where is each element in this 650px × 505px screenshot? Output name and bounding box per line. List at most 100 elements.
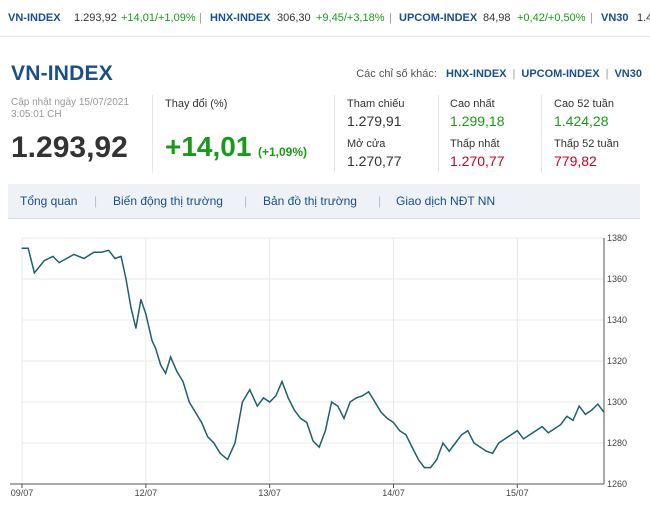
ticker-upcom-name[interactable]: UPCOM-INDEX — [399, 12, 478, 24]
data-point — [213, 442, 215, 444]
data-point — [430, 467, 432, 469]
data-point — [330, 401, 333, 403]
data-point — [281, 380, 283, 383]
data-point — [442, 442, 444, 444]
data-point — [436, 458, 438, 460]
link-upcom-index[interactable]: UPCOM-INDEX — [521, 68, 600, 80]
ticker-vn30-price: 1.4 — [637, 12, 650, 24]
tab-separator: | — [378, 194, 382, 208]
data-point — [467, 430, 469, 432]
data-point — [145, 313, 147, 315]
current-index-value: 1.293,92 — [11, 131, 128, 164]
data-point — [108, 249, 110, 251]
data-point — [529, 434, 531, 436]
divider — [334, 95, 335, 173]
data-point — [130, 307, 132, 309]
data-point — [578, 405, 580, 407]
update-time: 3:05:01 CH — [11, 109, 62, 120]
market-ticker: VN-INDEX 1.293,92 +14,01/+1,09% | HNX-IN… — [0, 0, 650, 37]
update-timestamp: Cập nhật ngày 15/07/2021 3:05:01 CH — [11, 97, 129, 121]
data-point — [597, 403, 599, 405]
tab-bar: Tổng quan | Biến động thị trường | Bản đ… — [8, 184, 640, 219]
data-point — [169, 356, 172, 358]
data-point — [200, 421, 203, 424]
y-tick-label: 1380 — [607, 233, 627, 243]
tab-market-map[interactable]: Bản đồ thị trường — [263, 194, 357, 208]
open-value: 1.270,77 — [347, 153, 402, 169]
chart-grid — [21, 237, 604, 485]
data-point — [405, 434, 407, 436]
x-tick-label: 15/07 — [506, 488, 529, 498]
data-point — [58, 262, 60, 264]
data-point — [510, 434, 512, 436]
divider — [152, 95, 153, 173]
x-axis: 09/07 12/07 13/07 14/07 15/07 — [10, 483, 604, 498]
tab-foreign-trading[interactable]: Giao dịch NĐT NN — [396, 194, 496, 208]
y-axis: 1260 1280 1300 1320 1340 1360 1380 — [603, 233, 627, 489]
data-point — [460, 434, 463, 436]
ticker-hnxindex-price: 306,30 — [277, 12, 311, 24]
other-indices-nav: Các chỉ số khác: HNX-INDEX | UPCOM-INDEX | V… — [356, 68, 642, 80]
data-point — [423, 467, 426, 469]
tab-separator: | — [244, 194, 248, 208]
page-title: VN-INDEX — [11, 62, 113, 85]
ticker-vn30-name[interactable]: VN30 — [601, 12, 629, 24]
y-tick-label: 1260 — [607, 479, 627, 489]
data-point — [535, 430, 537, 432]
data-point — [454, 442, 457, 444]
x-tick-label: 09/07 — [11, 488, 34, 498]
ticker-vnindex-price: 1.293,92 — [74, 12, 117, 24]
low-52w-label: Thấp 52 tuần — [554, 138, 619, 150]
data-point — [135, 327, 137, 329]
data-point — [65, 257, 68, 260]
data-point — [473, 442, 475, 444]
data-point — [516, 430, 518, 432]
data-point — [355, 397, 357, 399]
data-point — [485, 450, 487, 452]
tab-market-movement[interactable]: Biến động thị trường — [113, 194, 223, 208]
data-point — [275, 395, 277, 397]
link-hnx-index[interactable]: HNX-INDEX — [446, 68, 507, 80]
data-point — [411, 446, 413, 448]
data-point — [392, 421, 395, 424]
data-point — [337, 405, 339, 407]
index-line-chart: 1260 1280 1300 1320 1340 1360 1380 09/07 12/07 1… — [10, 233, 627, 498]
data-point — [572, 419, 574, 422]
ticker-upcom-change: +0,42/+0,50% — [517, 12, 586, 24]
data-point — [52, 255, 54, 258]
data-point — [380, 411, 382, 413]
x-tick-label: 13/07 — [258, 488, 281, 498]
link-vn30[interactable]: VN30 — [614, 68, 642, 80]
ticker-separator: | — [389, 12, 392, 24]
link-separator: | — [605, 68, 609, 80]
data-point — [368, 391, 370, 393]
reference-value: 1.279,91 — [347, 113, 402, 129]
data-point — [479, 446, 481, 448]
data-point — [33, 272, 35, 274]
data-point — [541, 426, 543, 428]
data-point — [591, 409, 593, 411]
update-date: Cập nhật ngày 15/07/2021 — [11, 97, 129, 108]
high-52w-label: Cao 52 tuần — [554, 98, 614, 110]
data-point — [300, 417, 302, 419]
data-point — [262, 397, 265, 399]
ticker-hnxindex-name[interactable]: HNX-INDEX — [210, 12, 271, 24]
y-tick-label: 1300 — [607, 397, 627, 407]
ticker-vnindex-name[interactable]: VN-INDEX — [8, 12, 61, 24]
series-points — [21, 247, 605, 469]
ticker-upcom-price: 84,98 — [483, 12, 511, 24]
divider — [438, 95, 439, 173]
open-label: Mở cửa — [347, 138, 386, 150]
y-tick-label: 1340 — [607, 315, 627, 325]
y-tick-label: 1280 — [607, 438, 627, 448]
data-point — [374, 401, 376, 403]
data-point — [417, 458, 419, 460]
low-label: Thấp nhất — [450, 138, 500, 150]
other-indices-label: Các chỉ số khác: — [356, 68, 437, 80]
data-point — [43, 259, 45, 262]
tab-overview[interactable]: Tổng quan — [20, 194, 78, 208]
data-point — [73, 253, 75, 255]
data-point — [547, 432, 549, 434]
data-point — [219, 452, 221, 454]
ticker-separator: | — [590, 12, 593, 24]
